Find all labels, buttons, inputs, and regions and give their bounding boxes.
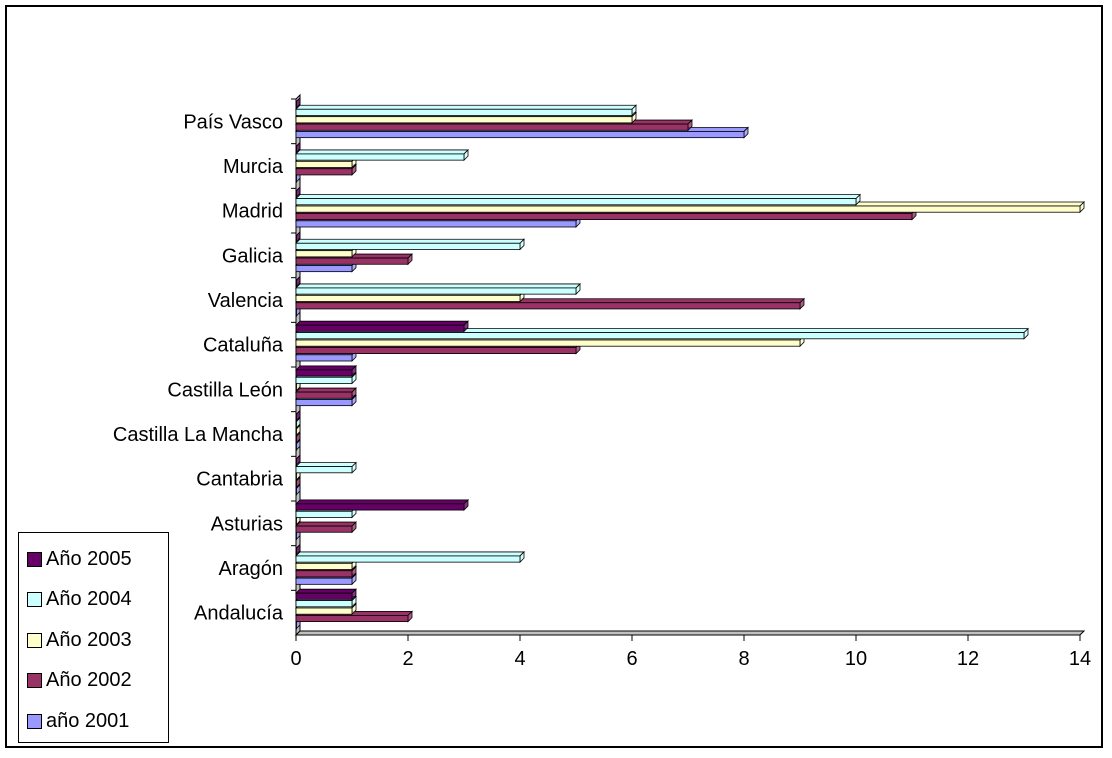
category-label-cantabria: Cantabria	[196, 469, 284, 491]
legend-item-ano-2002: Año 2002	[19, 661, 168, 702]
legend-item-ano-2001: año 2001	[19, 701, 168, 742]
x-tick-label: 8	[738, 648, 749, 670]
category-label-murcia: Murcia	[223, 156, 284, 178]
category-label-valencia: Valencia	[208, 290, 284, 312]
bar-castilla-la-mancha-ano-2004	[295, 416, 301, 430]
bar-galicia-ano-2004	[295, 238, 525, 251]
bar-castilla-leon-ano-2002	[295, 387, 357, 400]
legend-swatch	[27, 632, 42, 648]
legend-label: Año 2005	[46, 547, 132, 570]
bar-pais-vasco-ano-2004	[295, 104, 637, 117]
bar-asturias-ano-2002	[295, 521, 357, 534]
bar-valencia-ano-2005	[295, 275, 301, 288]
bar-galicia-ano-2005	[295, 230, 301, 244]
x-tick-label: 12	[957, 648, 979, 670]
legend-label: Año 2003	[46, 628, 132, 651]
bar-andalucia-ano-2005	[295, 588, 357, 601]
bar-castilla-la-mancha-ano-2001	[295, 439, 301, 452]
x-tick-label: 10	[845, 648, 867, 670]
x-tick-label: 4	[514, 648, 525, 670]
bar-cantabria-ano-2001	[295, 483, 301, 496]
bar-pais-vasco-ano-2005	[295, 96, 301, 110]
bar-cantabria-ano-2004	[295, 461, 357, 474]
bar-aragon-ano-2005	[295, 543, 301, 556]
x-tick-label: 14	[1069, 648, 1091, 670]
bar-asturias-ano-2005	[295, 498, 469, 512]
x-tick-label: 2	[402, 648, 413, 670]
x-tick-label: 6	[626, 648, 637, 670]
bar-castilla-leon-ano-2005	[295, 364, 357, 378]
category-label-galicia: Galicia	[222, 245, 284, 267]
bar-cataluna-ano-2005	[295, 320, 469, 333]
bar-castilla-la-mancha-ano-2003	[295, 424, 301, 437]
axis-floor	[294, 630, 1086, 636]
category-label-asturias: Asturias	[211, 513, 283, 535]
category-label-pais-vasco: País Vasco	[183, 111, 283, 133]
bar-madrid-ano-2005	[295, 186, 301, 199]
legend-label: año 2001	[46, 709, 130, 732]
category-label-aragon: Aragón	[219, 558, 284, 580]
category-label-cataluna: Cataluña	[203, 335, 284, 357]
category-label-andalucia: Andalucía	[194, 603, 284, 625]
legend-label: Año 2002	[46, 669, 132, 692]
legend-item-ano-2005: Año 2005	[19, 539, 168, 580]
bar-castilla-la-mancha-ano-2005	[295, 409, 301, 422]
bar-castilla-la-mancha-ano-2002	[295, 431, 301, 444]
legend-swatch	[27, 673, 42, 689]
bar-madrid-ano-2004	[295, 193, 861, 206]
legend-swatch	[27, 551, 42, 567]
bar-cantabria-ano-2002	[295, 476, 301, 489]
bar-valencia-ano-2004	[295, 282, 581, 296]
x-tick-label: 0	[290, 648, 301, 670]
category-label-castilla-leon: Castilla León	[167, 379, 283, 401]
legend-item-ano-2003: Año 2003	[19, 620, 168, 661]
bar-murcia-ano-2005	[295, 141, 301, 154]
legend-item-ano-2004: Año 2004	[19, 580, 168, 621]
category-label-madrid: Madrid	[222, 201, 283, 223]
legend-swatch	[27, 592, 42, 608]
bar-aragon-ano-2004	[295, 550, 525, 564]
legend-label: Año 2004	[46, 588, 132, 611]
legend-swatch	[27, 713, 42, 729]
bar-murcia-ano-2004	[295, 148, 469, 162]
legend: Año 2005 Año 2004 Año 2003 Año 2002 año 2001	[18, 532, 169, 743]
bar-cantabria-ano-2005	[295, 454, 301, 467]
category-label-castilla-la-mancha: Castilla La Mancha	[113, 424, 284, 446]
